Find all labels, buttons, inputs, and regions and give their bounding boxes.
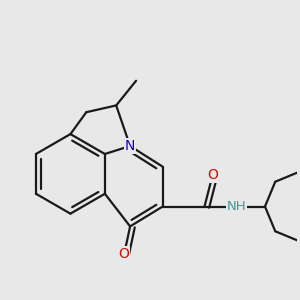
Text: O: O — [207, 169, 218, 182]
Text: N: N — [125, 139, 135, 153]
Text: NH: NH — [226, 200, 246, 213]
Text: O: O — [119, 247, 130, 261]
